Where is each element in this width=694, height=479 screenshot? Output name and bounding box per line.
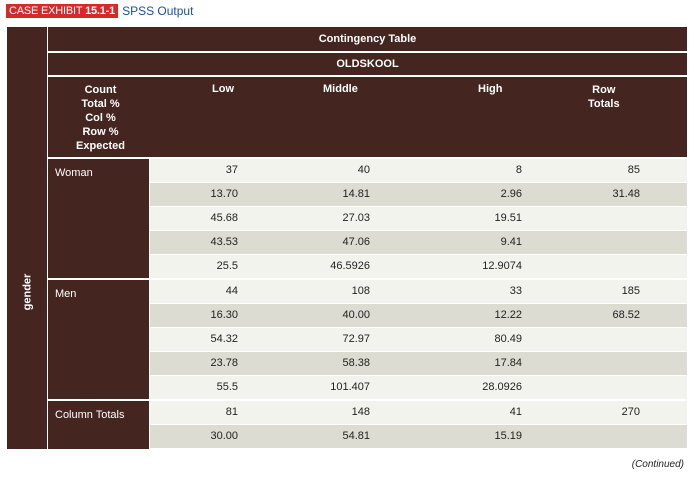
exhibit-tag: CASE EXHIBIT 15.1-1 [6, 4, 119, 18]
exhibit-prefix: CASE EXHIBIT [9, 5, 83, 17]
cell-row-total [530, 231, 640, 254]
cell-row-total: 270 [621, 406, 640, 418]
table-row: 25.5 46.5926 12.9074 [150, 255, 687, 278]
group-label-column-totals: Column Totals [48, 401, 149, 449]
cell-middle: 108 [351, 285, 370, 297]
table-row: 37 40 8 85 [150, 159, 687, 182]
cell-high: 2.96 [500, 188, 522, 200]
cell-low: 16.30 [210, 309, 238, 321]
cell-row-total: 185 [621, 285, 640, 297]
cell-row-total: 31.48 [612, 188, 640, 200]
continued-note: (Continued) [631, 459, 684, 470]
cell-middle: 72.97 [342, 333, 370, 345]
column-header-area: Count Total % Col % Row % Expected Low M… [48, 77, 687, 157]
cell-row-total [530, 255, 640, 278]
cell-high: 19.51 [494, 212, 522, 224]
cell-middle: 58.38 [342, 357, 370, 369]
cell-row-total [530, 207, 640, 230]
cell-high: 28.0926 [482, 381, 522, 393]
cell-low: 55.5 [216, 381, 238, 393]
cell-middle: 46.5926 [330, 260, 370, 272]
cell-row-total: 68.52 [612, 309, 640, 321]
exhibit-number: 15.1-1 [85, 5, 116, 17]
row-variable-label: gender [7, 157, 47, 427]
cell-low: 30.00 [210, 430, 238, 442]
group-label-men: Men [48, 280, 149, 399]
cell-high: 12.9074 [482, 260, 522, 272]
table-row: 44 108 33 185 [150, 280, 687, 303]
cell-high: 17.84 [494, 357, 522, 369]
stat-labels: Count Total % Col % Row % Expected [48, 83, 153, 153]
cell-row-total: 85 [627, 164, 640, 176]
cell-low: 81 [225, 406, 238, 418]
stat-label-row-pct: Row % [82, 126, 119, 138]
cell-middle: 40.00 [342, 309, 370, 321]
cell-high: 80.49 [494, 333, 522, 345]
cell-middle: 47.06 [342, 236, 370, 248]
cell-low: 43.53 [210, 236, 238, 248]
cell-middle: 101.407 [330, 381, 370, 393]
table-row: 55.5 101.407 28.0926 [150, 376, 687, 399]
column-header-row-totals: Row Totals [588, 83, 620, 111]
table-row: 30.00 54.81 15.19 [150, 425, 687, 448]
stat-label-col-pct: Col % [85, 112, 116, 124]
cell-low: 37 [225, 164, 238, 176]
cell-middle: 54.81 [342, 430, 370, 442]
column-header-low: Low [212, 83, 234, 95]
row-variable-column [7, 27, 47, 449]
cell-low: 45.68 [210, 212, 238, 224]
stat-label-total-pct: Total % [81, 98, 120, 110]
cell-low: 44 [225, 285, 238, 297]
cell-low: 23.78 [210, 357, 238, 369]
cell-high: 8 [515, 164, 522, 176]
cell-row-total [530, 328, 640, 351]
cell-row-total [530, 425, 640, 448]
cell-high: 12.22 [494, 309, 522, 321]
cell-middle: 40 [357, 164, 370, 176]
cell-row-total [530, 376, 640, 399]
cell-row-total [530, 352, 640, 375]
table-row: 16.30 40.00 12.22 68.52 [150, 304, 687, 327]
column-variable: OLDSKOOL [48, 53, 687, 75]
cell-low: 54.32 [210, 333, 238, 345]
cell-high: 41 [509, 406, 522, 418]
stat-label-count: Count [84, 84, 117, 96]
table-row: 54.32 72.97 80.49 [150, 328, 687, 351]
cell-high: 15.19 [494, 430, 522, 442]
group-label-woman: Woman [48, 159, 149, 278]
table-title: Contingency Table [48, 27, 687, 51]
exhibit-title: SPSS Output [122, 4, 194, 18]
row-totals-line-2: Totals [588, 98, 620, 110]
column-header-middle: Middle [323, 83, 358, 95]
cell-middle: 148 [351, 406, 370, 418]
cell-low: 25.5 [216, 260, 238, 272]
table-row: 45.68 27.03 19.51 [150, 207, 687, 230]
column-header-high: High [478, 83, 503, 95]
cell-low: 13.70 [210, 188, 238, 200]
stat-label-expected: Expected [76, 140, 125, 152]
cell-middle: 14.81 [342, 188, 370, 200]
table-row: 13.70 14.81 2.96 31.48 [150, 183, 687, 206]
row-variable-text: gender [21, 273, 33, 311]
table-row: 43.53 47.06 9.41 [150, 231, 687, 254]
row-totals-line-1: Row [592, 84, 616, 96]
cell-high: 33 [509, 285, 522, 297]
exhibit-caption: CASE EXHIBIT 15.1-1 SPSS Output [6, 4, 193, 18]
cell-middle: 27.03 [342, 212, 370, 224]
table-row: 81 148 41 270 [150, 401, 687, 424]
cell-high: 9.41 [500, 236, 522, 248]
contingency-table: gender Contingency Table OLDSKOOL Count … [7, 27, 687, 449]
table-row: 23.78 58.38 17.84 [150, 352, 687, 375]
